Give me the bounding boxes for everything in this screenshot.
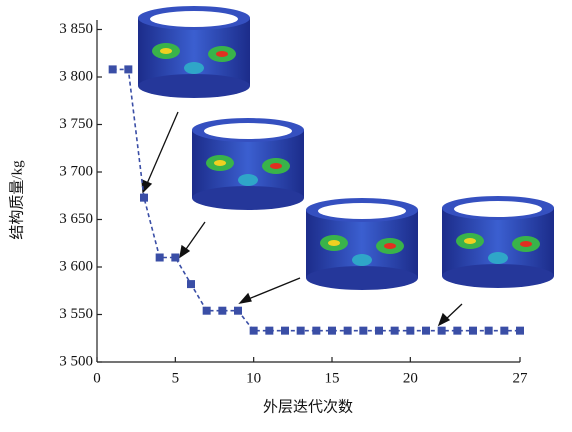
x-tick-label: 5 (172, 370, 180, 386)
y-tick-label: 3 550 (59, 306, 93, 322)
marker (359, 327, 367, 335)
cylinder-image (192, 118, 304, 210)
y-tick-label: 3 750 (59, 116, 93, 132)
marker (265, 327, 273, 335)
marker (375, 327, 383, 335)
marker (344, 327, 352, 335)
x-tick-label: 15 (325, 370, 340, 386)
x-tick-label: 27 (513, 370, 529, 386)
marker (250, 327, 258, 335)
marker (328, 327, 336, 335)
marker (312, 327, 320, 335)
x-tick-label: 20 (403, 370, 418, 386)
y-tick-label: 3 800 (59, 68, 93, 84)
marker (218, 307, 226, 315)
marker (203, 307, 211, 315)
marker (109, 65, 117, 73)
cylinder-image (138, 6, 250, 98)
marker (500, 327, 508, 335)
x-tick-label: 10 (246, 370, 261, 386)
marker (234, 307, 242, 315)
x-axis-label: 外层迭代次数 (263, 398, 353, 415)
marker (453, 327, 461, 335)
y-tick-label: 3 500 (59, 353, 93, 369)
marker (516, 327, 524, 335)
cylinder-image (442, 196, 554, 288)
marker (140, 194, 148, 202)
marker (297, 327, 305, 335)
y-axis-label: 结构质量/kg (8, 160, 25, 240)
marker (124, 65, 132, 73)
marker (438, 327, 446, 335)
marker (171, 254, 179, 262)
marker (156, 254, 164, 262)
y-tick-label: 3 650 (59, 211, 93, 227)
chart: 结构质量/kg 外层迭代次数 3 500 3 550 3 600 3 650 3 700… (0, 0, 572, 427)
marker (469, 327, 477, 335)
marker (485, 327, 493, 335)
y-tick-label: 3 850 (59, 21, 93, 37)
x-tick-label: 0 (93, 370, 101, 386)
marker (422, 327, 430, 335)
cylinder-image (306, 198, 418, 290)
marker (391, 327, 399, 335)
y-tick-label: 3 600 (59, 258, 93, 274)
marker (406, 327, 414, 335)
y-tick-label: 3 700 (59, 163, 93, 179)
marker (281, 327, 289, 335)
marker (187, 280, 195, 288)
